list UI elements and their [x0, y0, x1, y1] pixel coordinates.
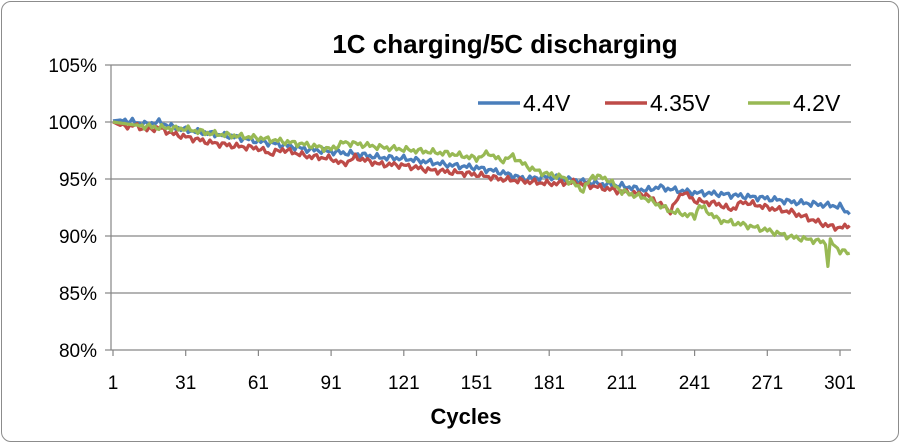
- x-tick-label: 271: [751, 373, 783, 394]
- chart-title: 1C charging/5C discharging: [332, 29, 677, 59]
- x-tick-label: 1: [108, 373, 119, 394]
- x-tick-label: 241: [679, 373, 711, 394]
- x-tick-label: 211: [607, 373, 637, 394]
- x-tick-label: 181: [533, 373, 565, 394]
- x-tick-label: 121: [388, 373, 420, 394]
- series-line-4.35V: [112, 120, 851, 232]
- y-tick-label: 105%: [48, 56, 97, 77]
- legend-label: 4.35V: [650, 90, 711, 116]
- y-tick-label: 85%: [59, 284, 97, 305]
- x-tick-label: 61: [248, 373, 269, 394]
- x-tick-label: 31: [175, 373, 196, 394]
- y-tick-label: 90%: [59, 227, 97, 248]
- legend-label: 4.4V: [523, 90, 571, 116]
- x-tick-label: 91: [321, 373, 342, 394]
- x-tick-label: 301: [824, 373, 856, 394]
- y-tick-label: 100%: [48, 113, 97, 134]
- x-tick-label: 151: [461, 373, 493, 394]
- x-axis-label: Cycles: [431, 404, 502, 429]
- y-tick-label: 95%: [59, 170, 97, 191]
- series-line-4.2V: [112, 120, 851, 268]
- y-tick-label: 80%: [59, 341, 97, 362]
- series-line-4.4V: [112, 116, 851, 216]
- legend-label: 4.2V: [793, 90, 841, 116]
